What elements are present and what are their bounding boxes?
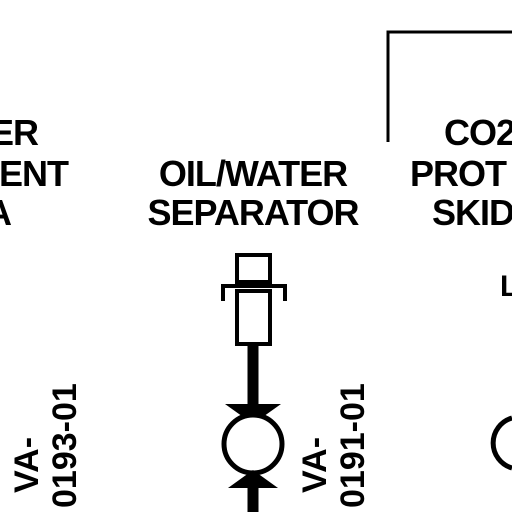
left-area-label-line3: A — [0, 192, 12, 233]
right-partial-label: L — [500, 270, 512, 303]
co2-skid-label-line3: SKID — [432, 192, 512, 233]
co2-skid-label-line1: CO2 — [444, 112, 512, 153]
left-area-label-line1: ER — [0, 112, 39, 153]
left-area-label-line2: IENT — [0, 153, 69, 194]
separator-label-line2: SEPARATOR — [147, 192, 359, 233]
valve-tag-center-prefix: VA- — [296, 437, 334, 493]
separator-label-line1: OIL/WATER — [159, 153, 348, 194]
valve-tag-left-prefix: VA- — [8, 437, 46, 493]
skid-boundary-line — [386, 30, 512, 142]
co2-skid-label-line2: PROT — [410, 153, 507, 194]
valve-tag-center-number: 0191-01 — [334, 383, 372, 508]
valve-symbol — [221, 404, 285, 488]
separator-symbol — [221, 253, 287, 346]
valve-tag-left-number: 0193-01 — [46, 383, 84, 508]
right-partial-valve — [490, 415, 512, 471]
